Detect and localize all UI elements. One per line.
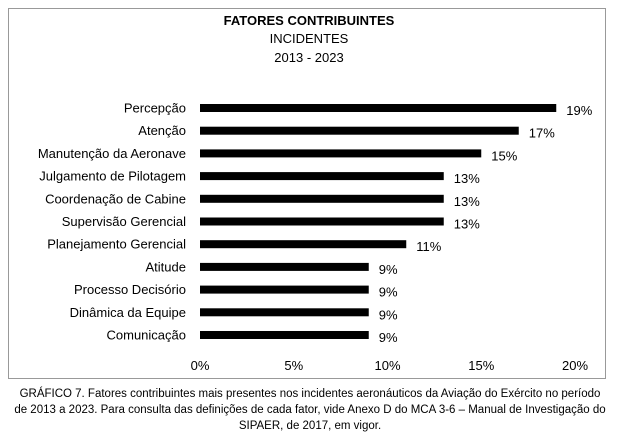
bar [200,262,369,271]
category-label: Comunicação [107,328,187,343]
bar [200,126,519,135]
bar [200,331,369,339]
category-label: Atenção [138,123,186,138]
value-label: 9% [379,285,398,300]
value-label: 9% [379,330,398,345]
bar [200,285,369,294]
value-label: 9% [379,307,398,322]
bar [200,149,482,158]
x-tick-label: 15% [468,358,494,373]
x-tick-label: 0% [191,358,210,373]
x-tick-label: 10% [374,358,400,373]
value-label: 13% [454,217,480,232]
bar [200,172,444,181]
bar-chart: Percepção Atenção Manutenção da Aeronave Ju… [38,101,593,374]
value-label: 19% [566,103,592,118]
value-label: 15% [491,148,517,163]
bar [200,104,557,112]
chart-subtitle: INCIDENTES [269,31,349,46]
chart-title: FATORES CONTRIBUINTES [223,13,395,28]
category-label: Julgamento de Pilotagem [39,169,186,184]
value-label: 13% [454,171,480,186]
value-label: 13% [454,194,480,209]
chart-frame [8,8,606,379]
x-tick-label: 5% [284,358,303,373]
value-label: 9% [379,262,398,277]
category-label: Atitude [146,259,186,274]
value-label: 17% [529,126,555,141]
bar [200,240,407,249]
category-label: Supervisão Gerencial [62,214,186,229]
figure-caption: GRÁFICO 7. Fatores contribuintes mais pr… [14,388,606,432]
category-label: Coordenação de Cabine [45,191,186,206]
bar [200,194,444,203]
x-tick-label: 20% [562,358,588,373]
chart-period: 2013 - 2023 [274,50,344,65]
category-label: Percepção [124,101,186,116]
category-label: Dinâmica da Equipe [70,305,186,320]
value-label: 11% [416,239,441,254]
bar [200,308,369,317]
category-label: Processo Decisório [74,282,186,297]
category-label: Planejamento Gerencial [47,237,186,252]
bar [200,217,444,226]
category-label: Manutenção da Aeronave [38,146,186,161]
